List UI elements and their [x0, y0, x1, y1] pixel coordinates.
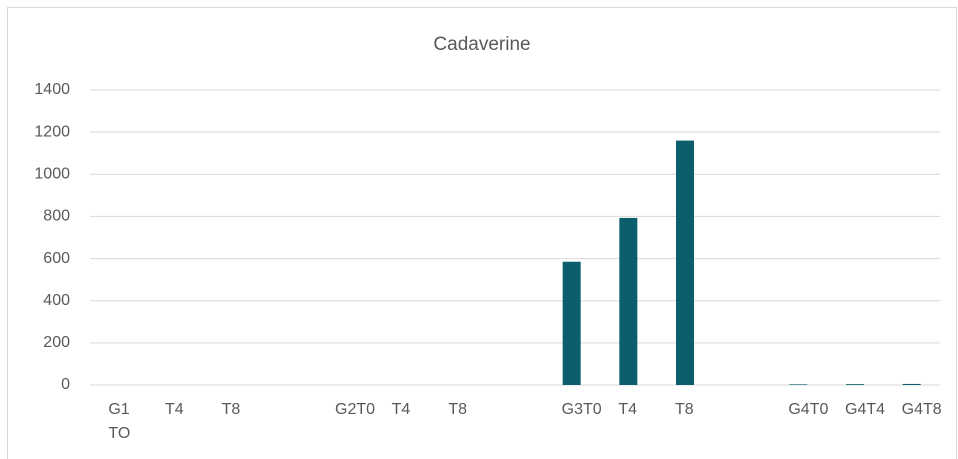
x-tick-label: T4: [618, 401, 637, 418]
y-tick-label: 800: [43, 208, 70, 225]
chart-title: Cadaverine: [433, 34, 530, 55]
x-tick-label: T8: [675, 401, 694, 418]
x-tick-label: T8: [222, 401, 241, 418]
chart-border: [7, 7, 957, 459]
y-tick-label: 1200: [34, 123, 70, 140]
x-tick-label: T8: [448, 401, 467, 418]
bar: [676, 140, 694, 385]
bar: [619, 217, 638, 385]
bar: [902, 383, 921, 385]
y-tick-label: 400: [43, 292, 70, 309]
x-tick-label: G4T4: [845, 401, 885, 418]
x-tick-label: G3T0: [562, 401, 602, 418]
x-tick-label: G2T0: [335, 401, 375, 418]
bar: [846, 384, 864, 385]
y-tick-label: 1400: [34, 81, 70, 98]
x-tick-label: G4T0: [788, 401, 828, 418]
y-tick-label: 1000: [34, 166, 70, 183]
y-tick-label: 0: [61, 376, 70, 393]
y-tick-label: 600: [43, 250, 70, 267]
y-tick-label: 200: [43, 334, 70, 351]
x-tick-label: T4: [392, 401, 411, 418]
x-tick-label: G1 TO: [108, 401, 130, 442]
x-tick-label: T4: [165, 401, 184, 418]
bar: [789, 384, 808, 385]
x-tick-label: G4T8: [902, 401, 942, 418]
bar: [562, 261, 581, 385]
